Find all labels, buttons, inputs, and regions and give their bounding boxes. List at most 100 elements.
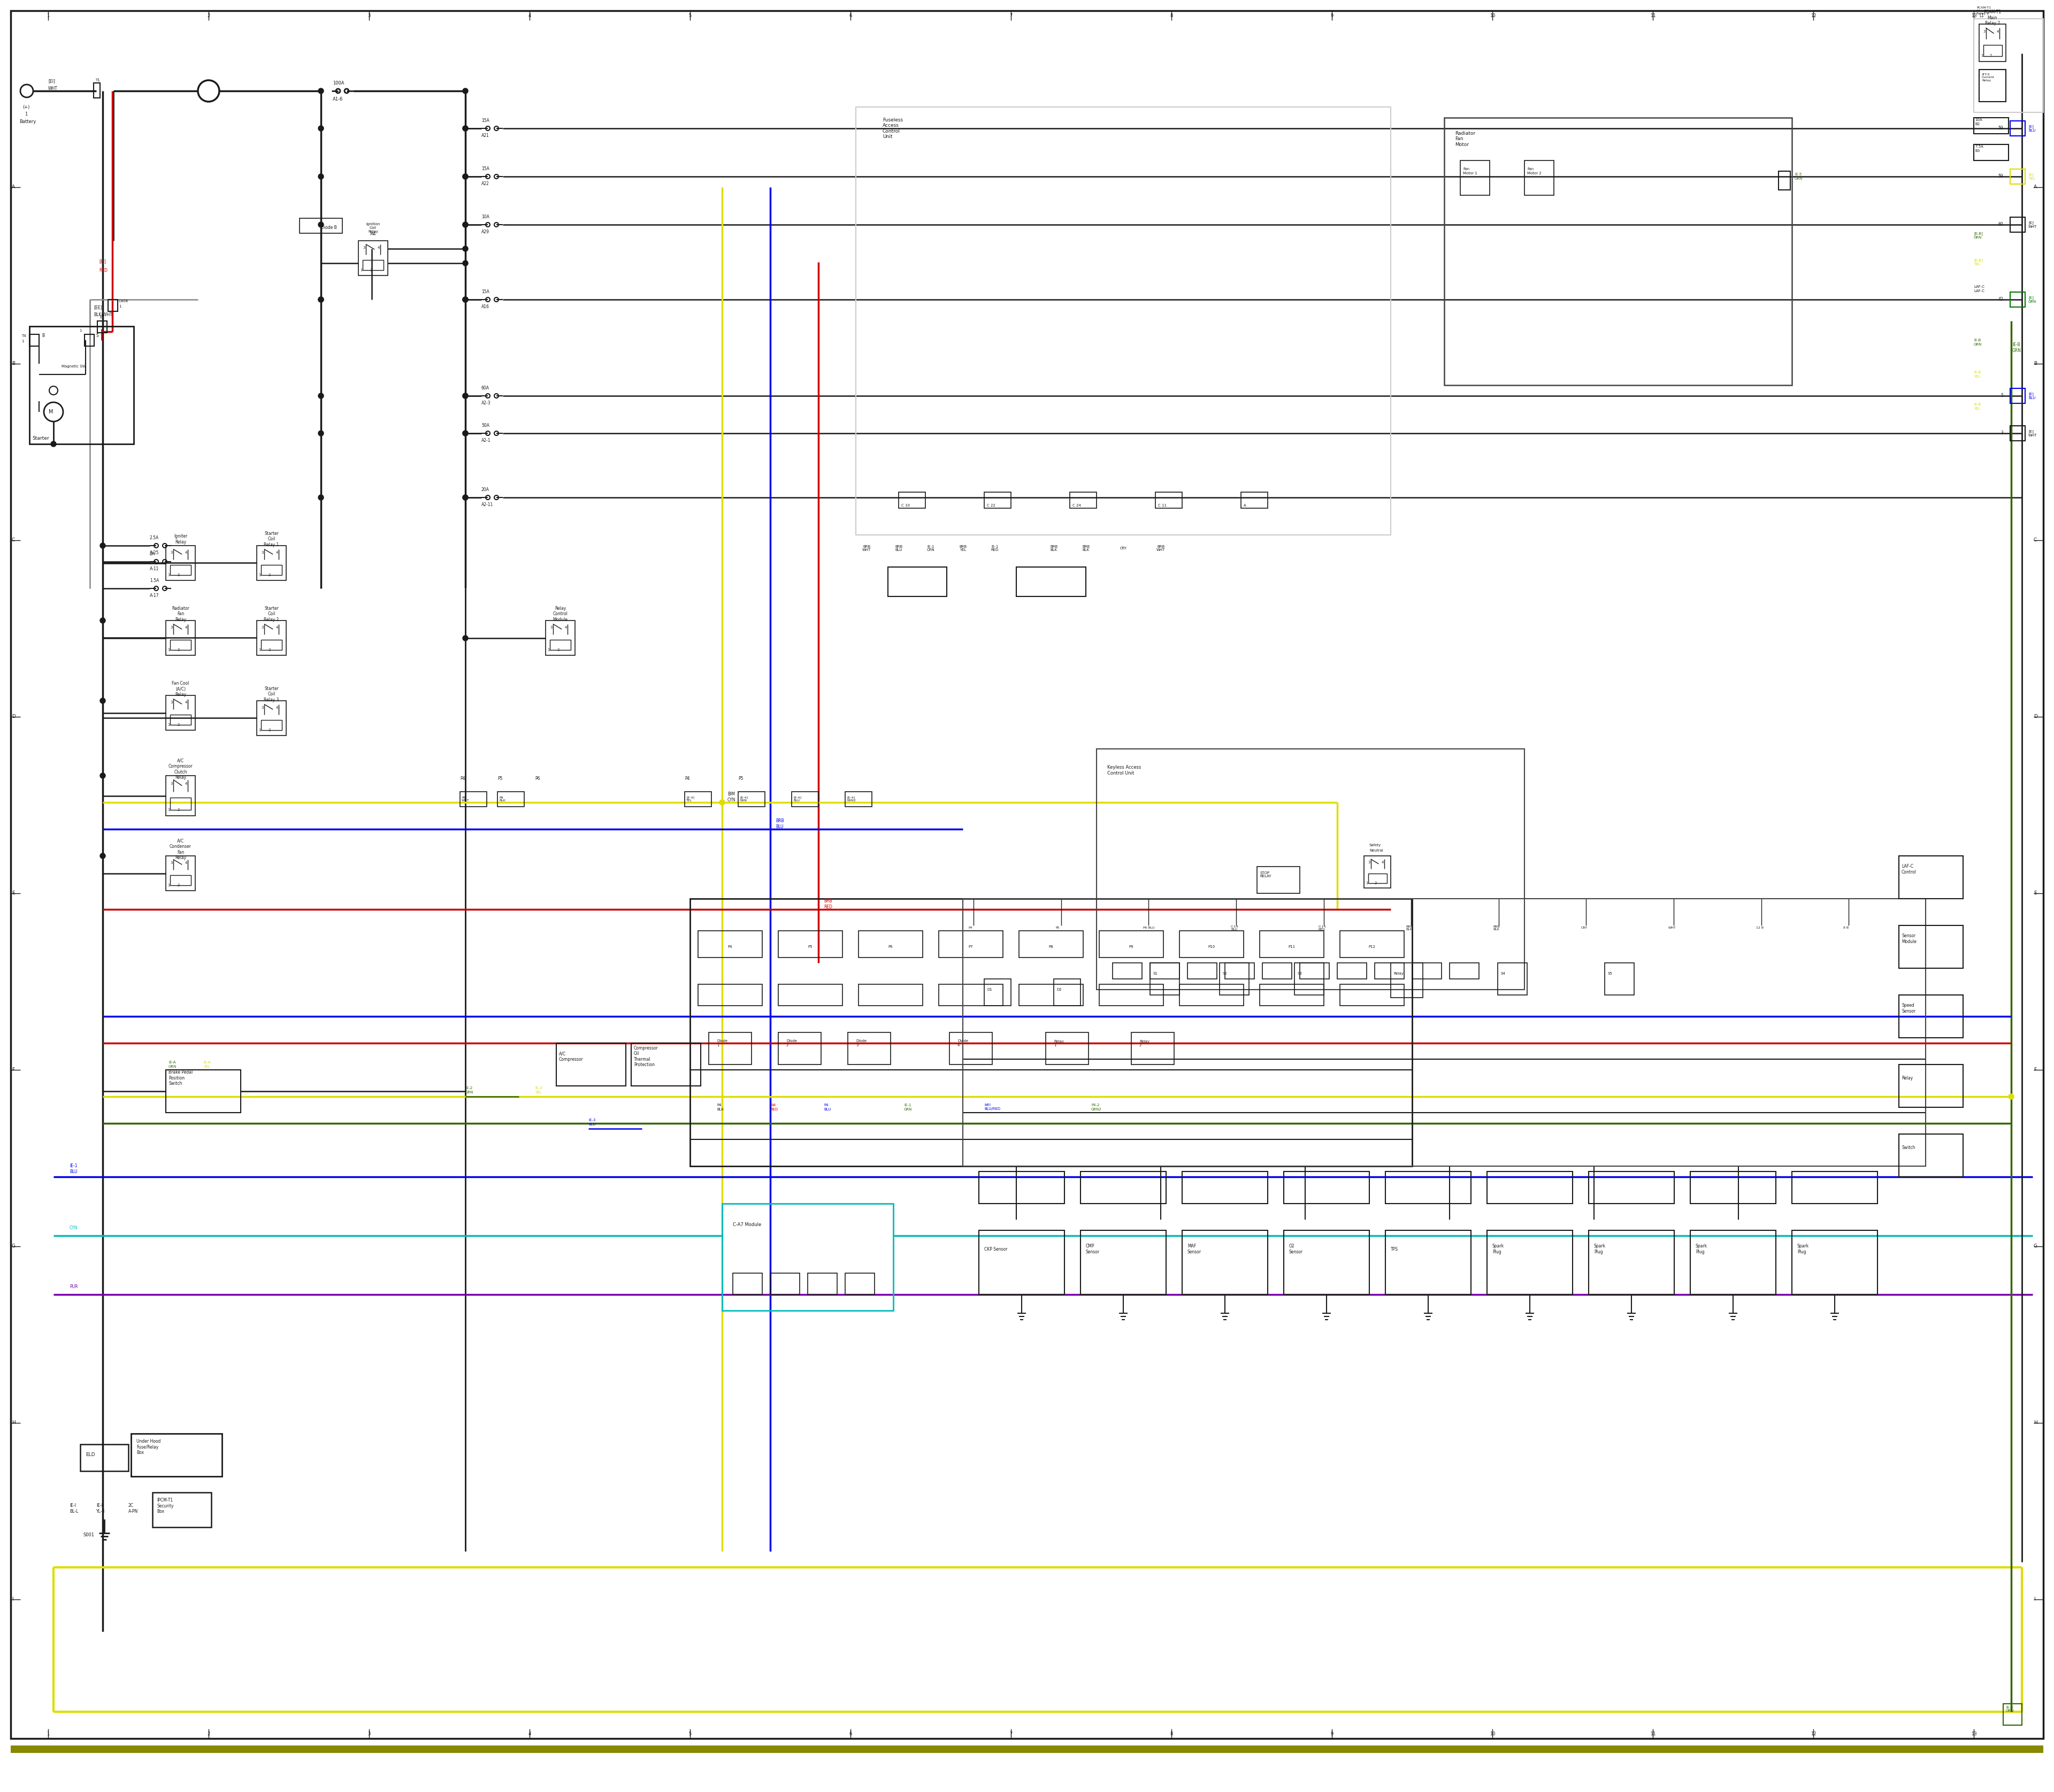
Bar: [497, 792, 524, 806]
Bar: [1113, 962, 1142, 978]
Text: 3: 3: [170, 701, 173, 704]
Bar: [1183, 1231, 1267, 1294]
Text: BRB
WHT: BRB WHT: [863, 545, 871, 552]
Text: CRY: CRY: [1582, 926, 1588, 930]
Text: BRB
BLK: BRB BLK: [1493, 925, 1499, 932]
Circle shape: [101, 772, 105, 778]
Text: S2: S2: [1222, 971, 1226, 975]
Text: 3: 3: [1368, 860, 1370, 864]
Text: 1: 1: [168, 724, 170, 726]
Text: 1.5A: 1.5A: [150, 579, 158, 584]
Bar: [94, 82, 101, 99]
Bar: [29, 326, 134, 444]
Bar: [980, 1231, 1064, 1294]
Text: A22: A22: [481, 181, 489, 186]
Text: Diode
1: Diode 1: [717, 1039, 727, 1047]
Bar: [1690, 1231, 1777, 1294]
Text: 3: 3: [170, 781, 173, 785]
Text: Starter: Starter: [33, 435, 49, 441]
Text: P9: P9: [1130, 944, 1134, 948]
Text: 3: 3: [364, 246, 366, 249]
Bar: [1220, 962, 1249, 995]
Circle shape: [462, 636, 468, 642]
Bar: [300, 219, 343, 233]
Text: IE-B
GRN: IE-B GRN: [2013, 342, 2021, 353]
Text: P5: P5: [807, 944, 813, 948]
Text: 5: 5: [688, 13, 692, 18]
Bar: [984, 978, 1011, 1005]
Bar: [1898, 995, 1964, 1038]
Text: IE-B
YEL: IE-B YEL: [1974, 403, 1980, 410]
Text: 100A: 100A: [333, 81, 345, 86]
Text: C 24: C 24: [1072, 504, 1080, 507]
Text: MFI
BLU/RED: MFI BLU/RED: [984, 1104, 1000, 1111]
Bar: [1898, 1064, 1964, 1107]
Circle shape: [462, 246, 468, 251]
Text: P9
BLK: P9 BLK: [499, 796, 505, 803]
Text: C408: C408: [119, 299, 129, 303]
Text: M4: M4: [370, 231, 376, 237]
Bar: [631, 1043, 700, 1086]
Bar: [1974, 18, 2044, 113]
Text: 1: 1: [259, 573, 261, 577]
Circle shape: [51, 441, 55, 446]
Bar: [2011, 389, 2025, 403]
Bar: [1300, 962, 1329, 978]
Text: [E]
WHT: [E] WHT: [2027, 220, 2038, 228]
Bar: [1413, 962, 1442, 978]
Text: 4: 4: [185, 701, 187, 704]
Bar: [1791, 1231, 1877, 1294]
Text: A/C
Condenser
Fan
Relay: A/C Condenser Fan Relay: [170, 839, 191, 860]
Text: 13: 13: [1972, 13, 1976, 18]
Text: P6: P6: [887, 944, 893, 948]
Text: BRB
BLU: BRB BLU: [776, 819, 785, 830]
Bar: [170, 715, 191, 726]
Bar: [1779, 172, 1791, 190]
Text: 4: 4: [528, 1731, 530, 1736]
Text: 2: 2: [177, 808, 181, 812]
Text: G: G: [12, 1244, 16, 1249]
Text: A21: A21: [481, 133, 489, 138]
Text: IE-1
RED: IE-1 RED: [992, 545, 998, 552]
Text: Diode B: Diode B: [320, 226, 337, 229]
Text: A2-11: A2-11: [481, 502, 493, 507]
Text: 2: 2: [177, 883, 181, 887]
Bar: [2011, 168, 2025, 185]
Text: 4: 4: [185, 781, 187, 785]
Text: F: F: [12, 1068, 14, 1072]
Text: 3: 3: [261, 625, 263, 629]
Bar: [1391, 962, 1423, 998]
Bar: [1099, 930, 1163, 957]
Bar: [1259, 984, 1325, 1005]
Text: 7: 7: [1009, 13, 1013, 18]
Circle shape: [462, 495, 468, 500]
Bar: [2011, 120, 2025, 136]
Bar: [949, 1032, 992, 1064]
Text: WHT: WHT: [47, 86, 58, 91]
Circle shape: [101, 543, 105, 548]
Text: IE-1
GRN: IE-1 GRN: [904, 1104, 912, 1111]
Bar: [1099, 984, 1163, 1005]
Text: P7: P7: [969, 944, 974, 948]
Text: 10: 10: [1489, 1731, 1495, 1736]
Text: Switch: Switch: [1902, 1145, 1914, 1150]
Text: A: A: [1243, 504, 1247, 507]
Text: 2: 2: [177, 649, 181, 652]
Bar: [778, 1032, 822, 1064]
Circle shape: [318, 392, 325, 398]
Circle shape: [462, 430, 468, 435]
Text: P5: P5: [737, 776, 744, 781]
Circle shape: [101, 618, 105, 624]
Text: [E]
GRN: [E] GRN: [2027, 296, 2038, 303]
Text: T4: T4: [21, 335, 27, 337]
Text: 12: 12: [1810, 1731, 1816, 1736]
Text: Relay: Relay: [1393, 971, 1403, 975]
Text: CMP
Sensor: CMP Sensor: [1087, 1244, 1099, 1254]
Text: A: A: [2033, 185, 2038, 190]
Text: S4: S4: [1499, 971, 1506, 975]
Text: 12: 12: [1810, 13, 1816, 18]
Circle shape: [462, 88, 468, 93]
Text: Battery: Battery: [18, 120, 37, 124]
Bar: [1339, 984, 1405, 1005]
Text: Ignition
Coil
Relay: Ignition Coil Relay: [366, 222, 380, 233]
